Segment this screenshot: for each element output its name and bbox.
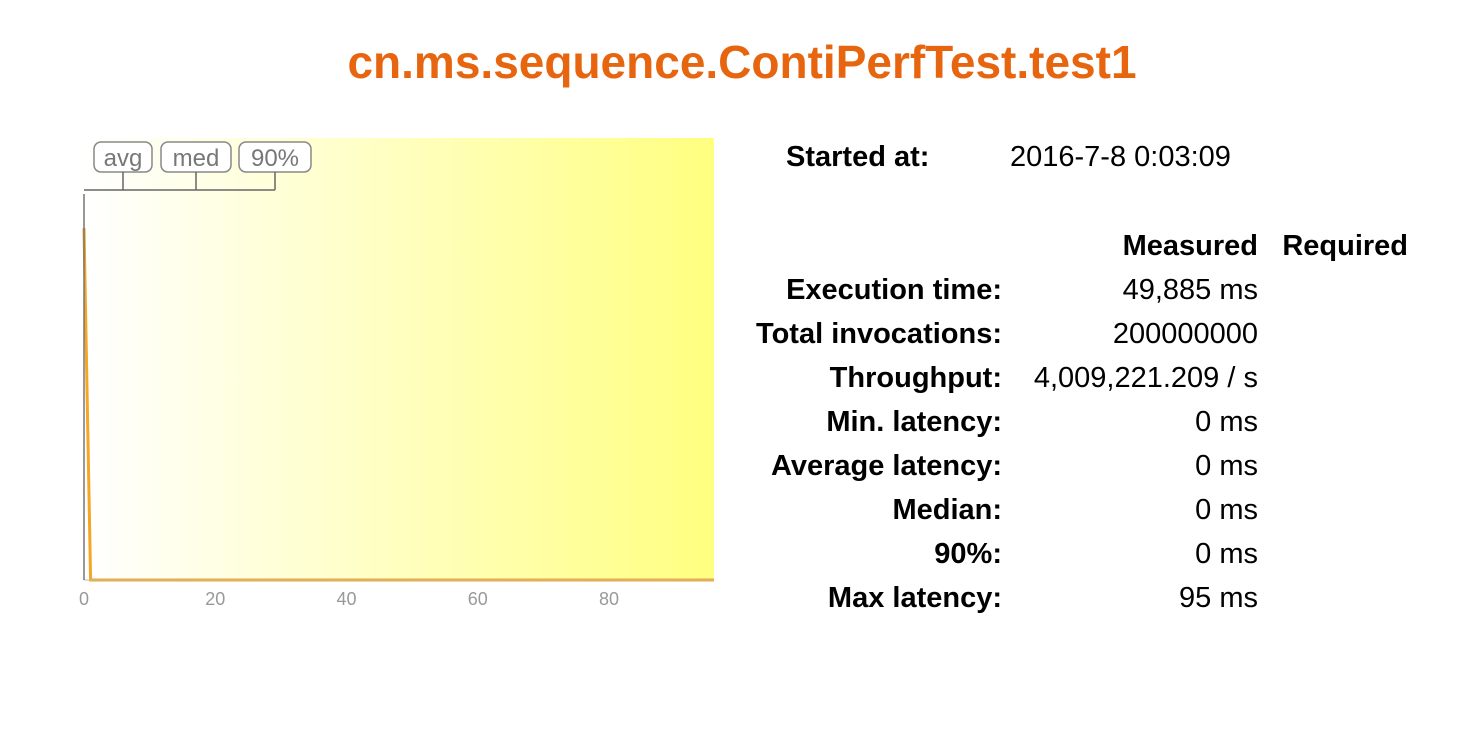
row-measured: 0 ms [1195, 494, 1258, 526]
row-average-latency: Average latency: 0 ms [720, 444, 1408, 488]
legend-label-90pct: 90% [251, 145, 299, 172]
latency-chart-svg: 0 20 40 60 80 avg med 90% [79, 138, 714, 609]
row-measured: 0 ms [1195, 406, 1258, 438]
x-tick-label: 80 [599, 589, 619, 609]
chart-plot-area [84, 138, 714, 580]
row-label: 90%: [934, 538, 1002, 570]
row-measured: 200000000 [1112, 318, 1258, 350]
row-label: Min. latency: [826, 406, 1002, 438]
header-measured: Measured [1122, 230, 1258, 262]
row-required [1258, 444, 1408, 488]
row-required [1258, 356, 1408, 400]
x-tick-label: 20 [205, 589, 225, 609]
header-label-spacer [720, 224, 1002, 268]
row-measured: 0 ms [1195, 450, 1258, 482]
row-required [1258, 400, 1408, 444]
x-tick-label: 0 [79, 589, 89, 609]
results-header-row: Measured Required [720, 224, 1408, 268]
row-label: Max latency: [827, 582, 1002, 614]
row-required [1258, 268, 1408, 312]
row-required [1258, 532, 1408, 576]
row-label: Total invocations: [756, 318, 1002, 350]
row-measured: 0 ms [1195, 538, 1258, 570]
page-title: cn.ms.sequence.ContiPerfTest.test1 [347, 36, 1137, 88]
header-required: Required [1282, 230, 1408, 262]
row-measured: 4,009,221.209 / s [1033, 362, 1258, 394]
results-table: Measured Required Execution time: 49,885… [720, 224, 1408, 620]
row-label: Execution time: [786, 274, 1002, 306]
row-required [1258, 488, 1408, 532]
row-throughput: Throughput: 4,009,221.209 / s [720, 356, 1408, 400]
row-total-invocations: Total invocations: 200000000 [720, 312, 1408, 356]
row-label: Throughput: [829, 362, 1002, 394]
row-max-latency: Max latency: 95 ms [720, 576, 1408, 620]
row-label: Median: [892, 494, 1002, 526]
row-label: Average latency: [770, 450, 1002, 482]
row-90-percentile: 90%: 0 ms [720, 532, 1408, 576]
legend-label-med: med [173, 145, 220, 172]
started-at-label: Started at: [786, 141, 930, 173]
started-at-value: 2016-7-8 0:03:09 [1010, 141, 1231, 173]
legend-label-avg: avg [104, 145, 143, 172]
row-median: Median: 0 ms [720, 488, 1408, 532]
x-tick-label: 60 [468, 589, 488, 609]
row-execution-time: Execution time: 49,885 ms [720, 268, 1408, 312]
row-min-latency: Min. latency: 0 ms [720, 400, 1408, 444]
row-measured: 95 ms [1179, 582, 1258, 614]
row-required [1258, 576, 1408, 620]
latency-chart: 0 20 40 60 80 avg med 90% [64, 128, 734, 628]
x-tick-label: 40 [336, 589, 356, 609]
row-required [1258, 312, 1408, 356]
row-measured: 49,885 ms [1122, 274, 1258, 306]
